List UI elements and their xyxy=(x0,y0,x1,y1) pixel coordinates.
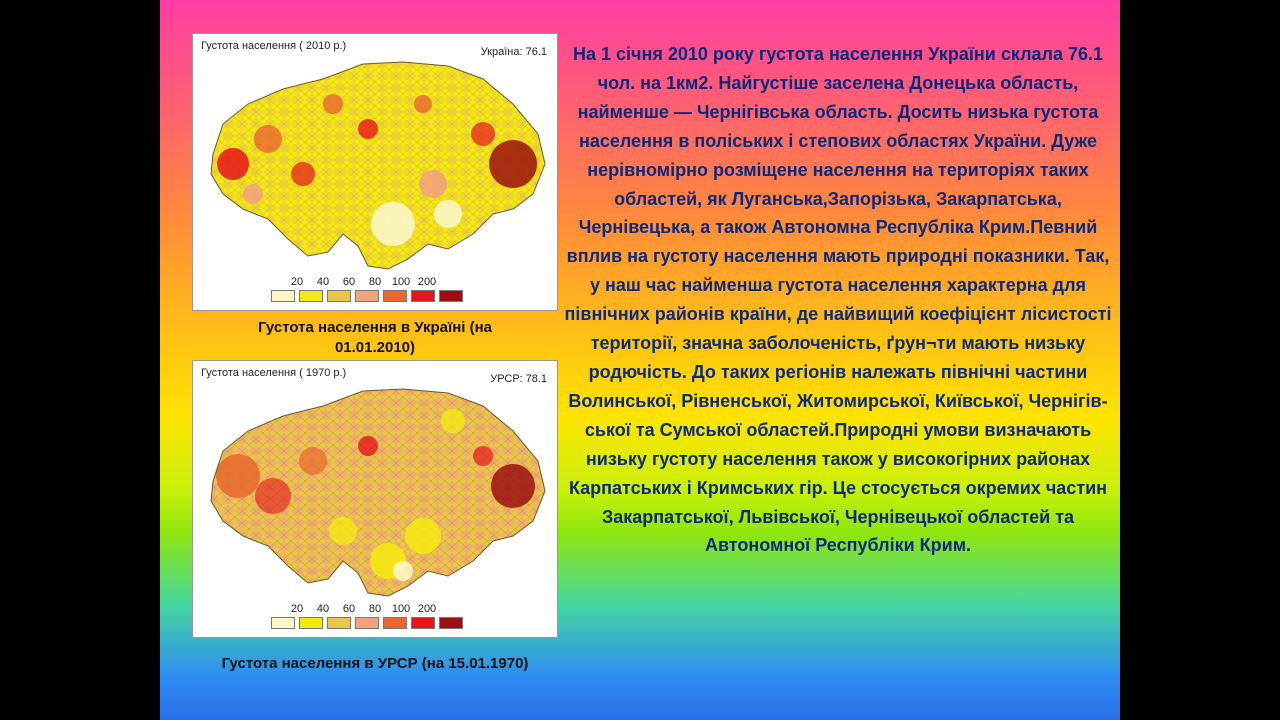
legend-swatch xyxy=(411,617,435,629)
legend-tick: 200 xyxy=(417,603,437,615)
legend-tick: 80 xyxy=(368,603,382,615)
slide: Густота населення ( 2010 р.) Україна: 76… xyxy=(160,0,1120,720)
ukraine-map-image xyxy=(210,388,546,597)
map-legend: 20 40 60 80 100 200 xyxy=(271,276,491,302)
legend-tick: 20 xyxy=(290,276,304,288)
legend-tick: 100 xyxy=(391,276,411,288)
legend-swatch xyxy=(439,290,463,302)
legend-swatch xyxy=(383,290,407,302)
legend-swatch xyxy=(299,617,323,629)
legend-swatch xyxy=(355,290,379,302)
legend-tick: 60 xyxy=(342,603,356,615)
legend-tick: 40 xyxy=(316,276,330,288)
legend-swatch xyxy=(355,617,379,629)
map-national-density: Україна: 76.1 xyxy=(480,46,547,58)
map-national-density: УРСР: 78.1 xyxy=(490,373,547,385)
density-map-1970: Густота населення ( 1970 р.) УРСР: 78.1 xyxy=(192,360,558,638)
legend-swatches xyxy=(271,617,491,629)
legend-swatch xyxy=(271,617,295,629)
ukraine-map-image xyxy=(210,61,546,270)
map-title: Густота населення ( 2010 р.) xyxy=(201,40,347,52)
legend-swatch xyxy=(411,290,435,302)
legend-swatch xyxy=(271,290,295,302)
legend-swatch xyxy=(327,617,351,629)
legend-tick: 40 xyxy=(316,603,330,615)
legend-swatch xyxy=(439,617,463,629)
legend-swatch xyxy=(383,617,407,629)
map-2010-caption: Густота населення в Україні (на 01.01.20… xyxy=(257,319,492,356)
legend-tick: 80 xyxy=(368,276,382,288)
legend-swatches xyxy=(271,290,491,302)
legend-tick: 200 xyxy=(417,276,437,288)
legend-tick: 60 xyxy=(342,276,356,288)
legend-tick: 100 xyxy=(391,603,411,615)
legend-swatch xyxy=(299,290,323,302)
map-title: Густота населення ( 1970 р.) xyxy=(201,367,347,379)
legend-tick: 20 xyxy=(290,603,304,615)
legend-swatch xyxy=(327,290,351,302)
body-paragraph: На 1 січня 2010 року густота населення У… xyxy=(564,44,1112,556)
map-legend: 20 40 60 80 100 200 xyxy=(271,603,491,629)
map-1970-caption: Густота населення в УРСР (на 15.01.1970) xyxy=(221,655,529,672)
density-map-2010: Густота населення ( 2010 р.) Україна: 76… xyxy=(192,33,558,311)
